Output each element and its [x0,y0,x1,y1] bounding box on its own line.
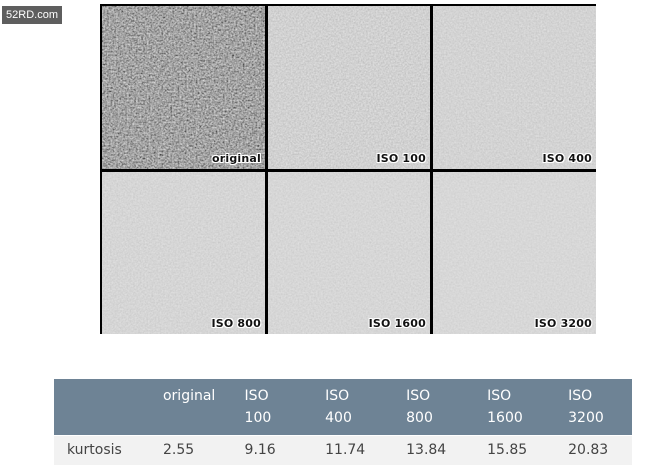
tile-grain [268,172,430,334]
header-line: 3200 [568,410,604,426]
tile-iso-800: ISO 800 [102,172,265,334]
table-header-row: original ISO 100 ISO 400 ISO 800 ISO [54,379,632,436]
noise-texture [102,172,265,334]
table-row: kurtosis 2.55 9.16 11.74 13.84 15.85 20.… [54,435,632,465]
header-line: ISO [244,388,269,404]
noise-texture [433,6,596,169]
kurtosis-table: original ISO 100 ISO 400 ISO 800 ISO [54,379,632,465]
noise-texture [102,6,265,169]
value-cell: 20.83 [568,442,609,458]
tile-label: ISO 400 [542,152,592,165]
tile-original: original [102,6,265,169]
tile-grain [433,172,596,334]
noise-comparison-grid: original ISO 100 ISO 400 ISO 800 ISO 160… [100,4,596,334]
value-cell: 15.85 [487,442,528,458]
value-cell: 9.16 [244,442,276,458]
value-cell: 11.74 [325,442,366,458]
header-line: ISO [568,388,593,404]
header-cell-iso-100: ISO 100 [245,379,326,436]
value-cell: 13.84 [406,442,447,458]
tile-grain [433,6,596,169]
tile-label: ISO 3200 [534,317,592,330]
tile-iso-400: ISO 400 [433,6,596,169]
row-label: kurtosis [67,442,122,458]
tile-label: ISO 800 [211,317,261,330]
tile-grain [102,172,265,334]
tile-iso-100: ISO 100 [268,6,430,169]
header-cell-iso-400: ISO 400 [325,379,406,436]
header-cell-iso-1600: ISO 1600 [487,379,568,436]
header-line: 800 [406,410,433,426]
header-cell-iso-800: ISO 800 [406,379,487,436]
tile-iso-3200: ISO 3200 [433,172,596,334]
noise-texture [268,172,430,334]
noise-texture [268,6,430,169]
header-line: ISO [487,388,512,404]
noise-texture [433,172,596,334]
header-line: ISO [325,388,350,404]
header-cell-empty [54,379,163,436]
kurtosis-table-container: original ISO 100 ISO 400 ISO 800 ISO [54,379,632,465]
header-line: 400 [325,410,352,426]
tile-iso-1600: ISO 1600 [268,172,430,334]
tile-grain [102,6,265,169]
value-cell: 2.55 [162,442,195,458]
header-line: 100 [244,410,272,426]
tile-label: ISO 1600 [368,317,426,330]
tile-grain [268,6,430,169]
header-cell-iso-3200: ISO 3200 [568,379,632,436]
watermark-badge: 52RD.com [2,6,62,24]
header-cell-original: original [162,388,216,404]
header-line: ISO [406,388,431,404]
tile-label: ISO 100 [376,152,426,165]
tile-label: original [211,152,261,165]
header-line: 1600 [487,410,523,426]
